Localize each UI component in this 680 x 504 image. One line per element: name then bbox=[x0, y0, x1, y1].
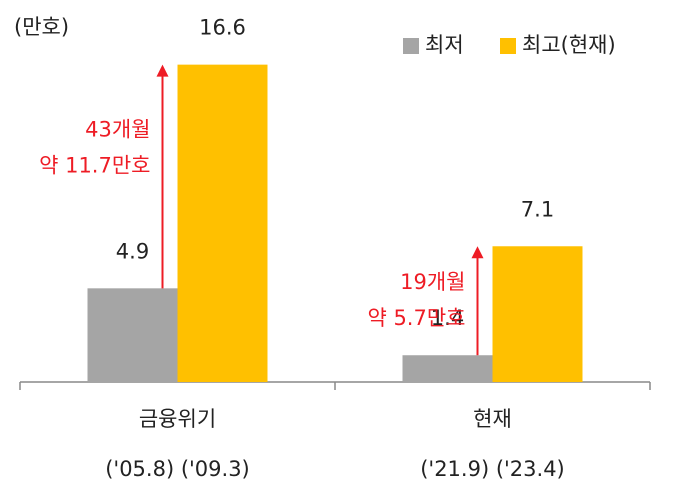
value-label: 4.9 bbox=[116, 239, 149, 263]
value-label: 1.4 bbox=[431, 306, 464, 330]
bar bbox=[177, 64, 268, 382]
x-tick-label: 현재 bbox=[473, 407, 512, 431]
x-tick-label: 금융위기 bbox=[139, 407, 216, 431]
bar bbox=[87, 288, 178, 382]
annotation: 약 11.7만호 bbox=[39, 153, 150, 177]
annotation: 약 5.7만호 bbox=[367, 306, 465, 330]
legend-label: 최고(현재) bbox=[522, 33, 616, 57]
value-label: 16.6 bbox=[199, 16, 246, 40]
x-tick-sublabel: ('05.8) ('09.3) bbox=[105, 457, 250, 481]
legend-label: 최저 bbox=[425, 33, 464, 57]
legend-swatch bbox=[403, 38, 419, 54]
bar bbox=[402, 355, 493, 382]
arrow-head bbox=[156, 64, 169, 77]
arrow-head bbox=[471, 246, 484, 259]
legend-swatch bbox=[500, 38, 516, 54]
unit-label: (만호) bbox=[14, 15, 69, 39]
x-tick-sublabel: ('21.9) ('23.4) bbox=[420, 457, 565, 481]
bar bbox=[492, 246, 583, 382]
value-label: 7.1 bbox=[521, 197, 554, 221]
annotation: 19개월 bbox=[400, 270, 465, 294]
annotation: 43개월 bbox=[85, 117, 150, 141]
